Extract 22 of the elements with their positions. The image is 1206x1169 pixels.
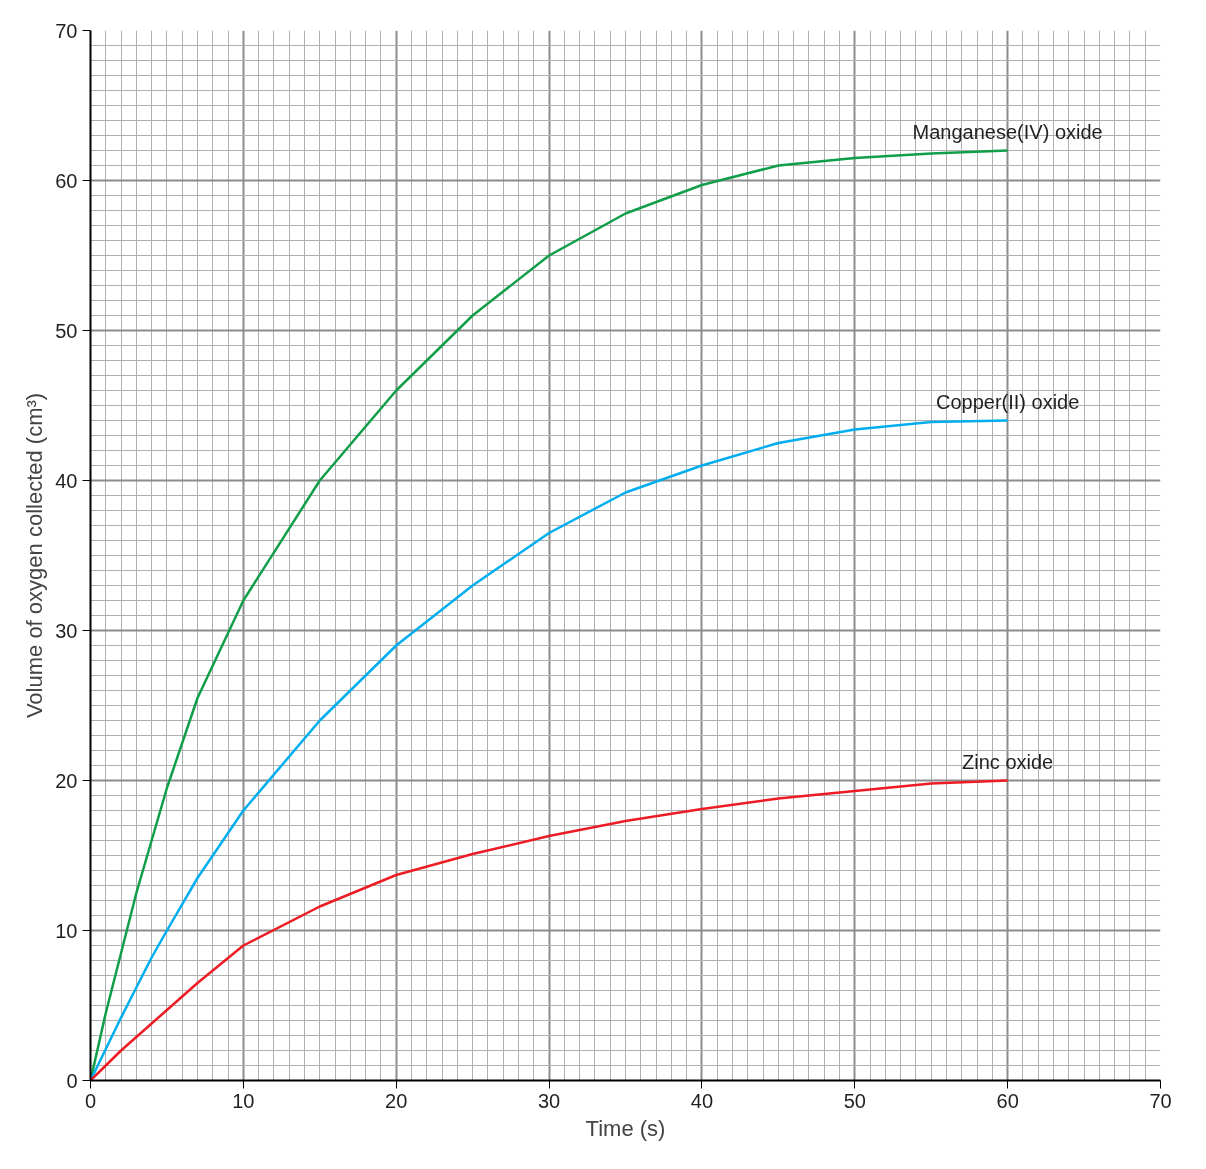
y-tick-label: 70 [55,19,78,42]
y-tick-label: 40 [55,469,78,492]
x-axis-title: Time (s) [585,1115,666,1141]
x-tick-label: 50 [843,1089,866,1112]
y-tick-label: 10 [55,919,78,942]
y-tick-label: 30 [55,619,78,642]
series-label: Zinc oxide [962,750,1054,773]
x-tick-label: 30 [537,1089,561,1112]
y-tick-label: 20 [55,769,78,792]
x-tick-label: 20 [385,1089,408,1112]
x-tick-label: 60 [996,1089,1019,1112]
y-axis-title: Volume of oxygen collected (cm³) [22,392,48,719]
x-tick-label: 70 [1149,1089,1172,1112]
y-tick-label: 0 [66,1069,78,1092]
y-tick-label: 60 [55,169,78,192]
series-label: Copper(II) oxide [935,390,1080,413]
series-label: Manganese(IV) oxide [912,120,1103,143]
x-tick-label: 0 [84,1089,97,1112]
x-tick-label: 40 [690,1089,714,1112]
y-tick-label: 50 [55,319,78,342]
line-series [90,779,1009,1081]
x-tick-label: 10 [232,1089,255,1112]
